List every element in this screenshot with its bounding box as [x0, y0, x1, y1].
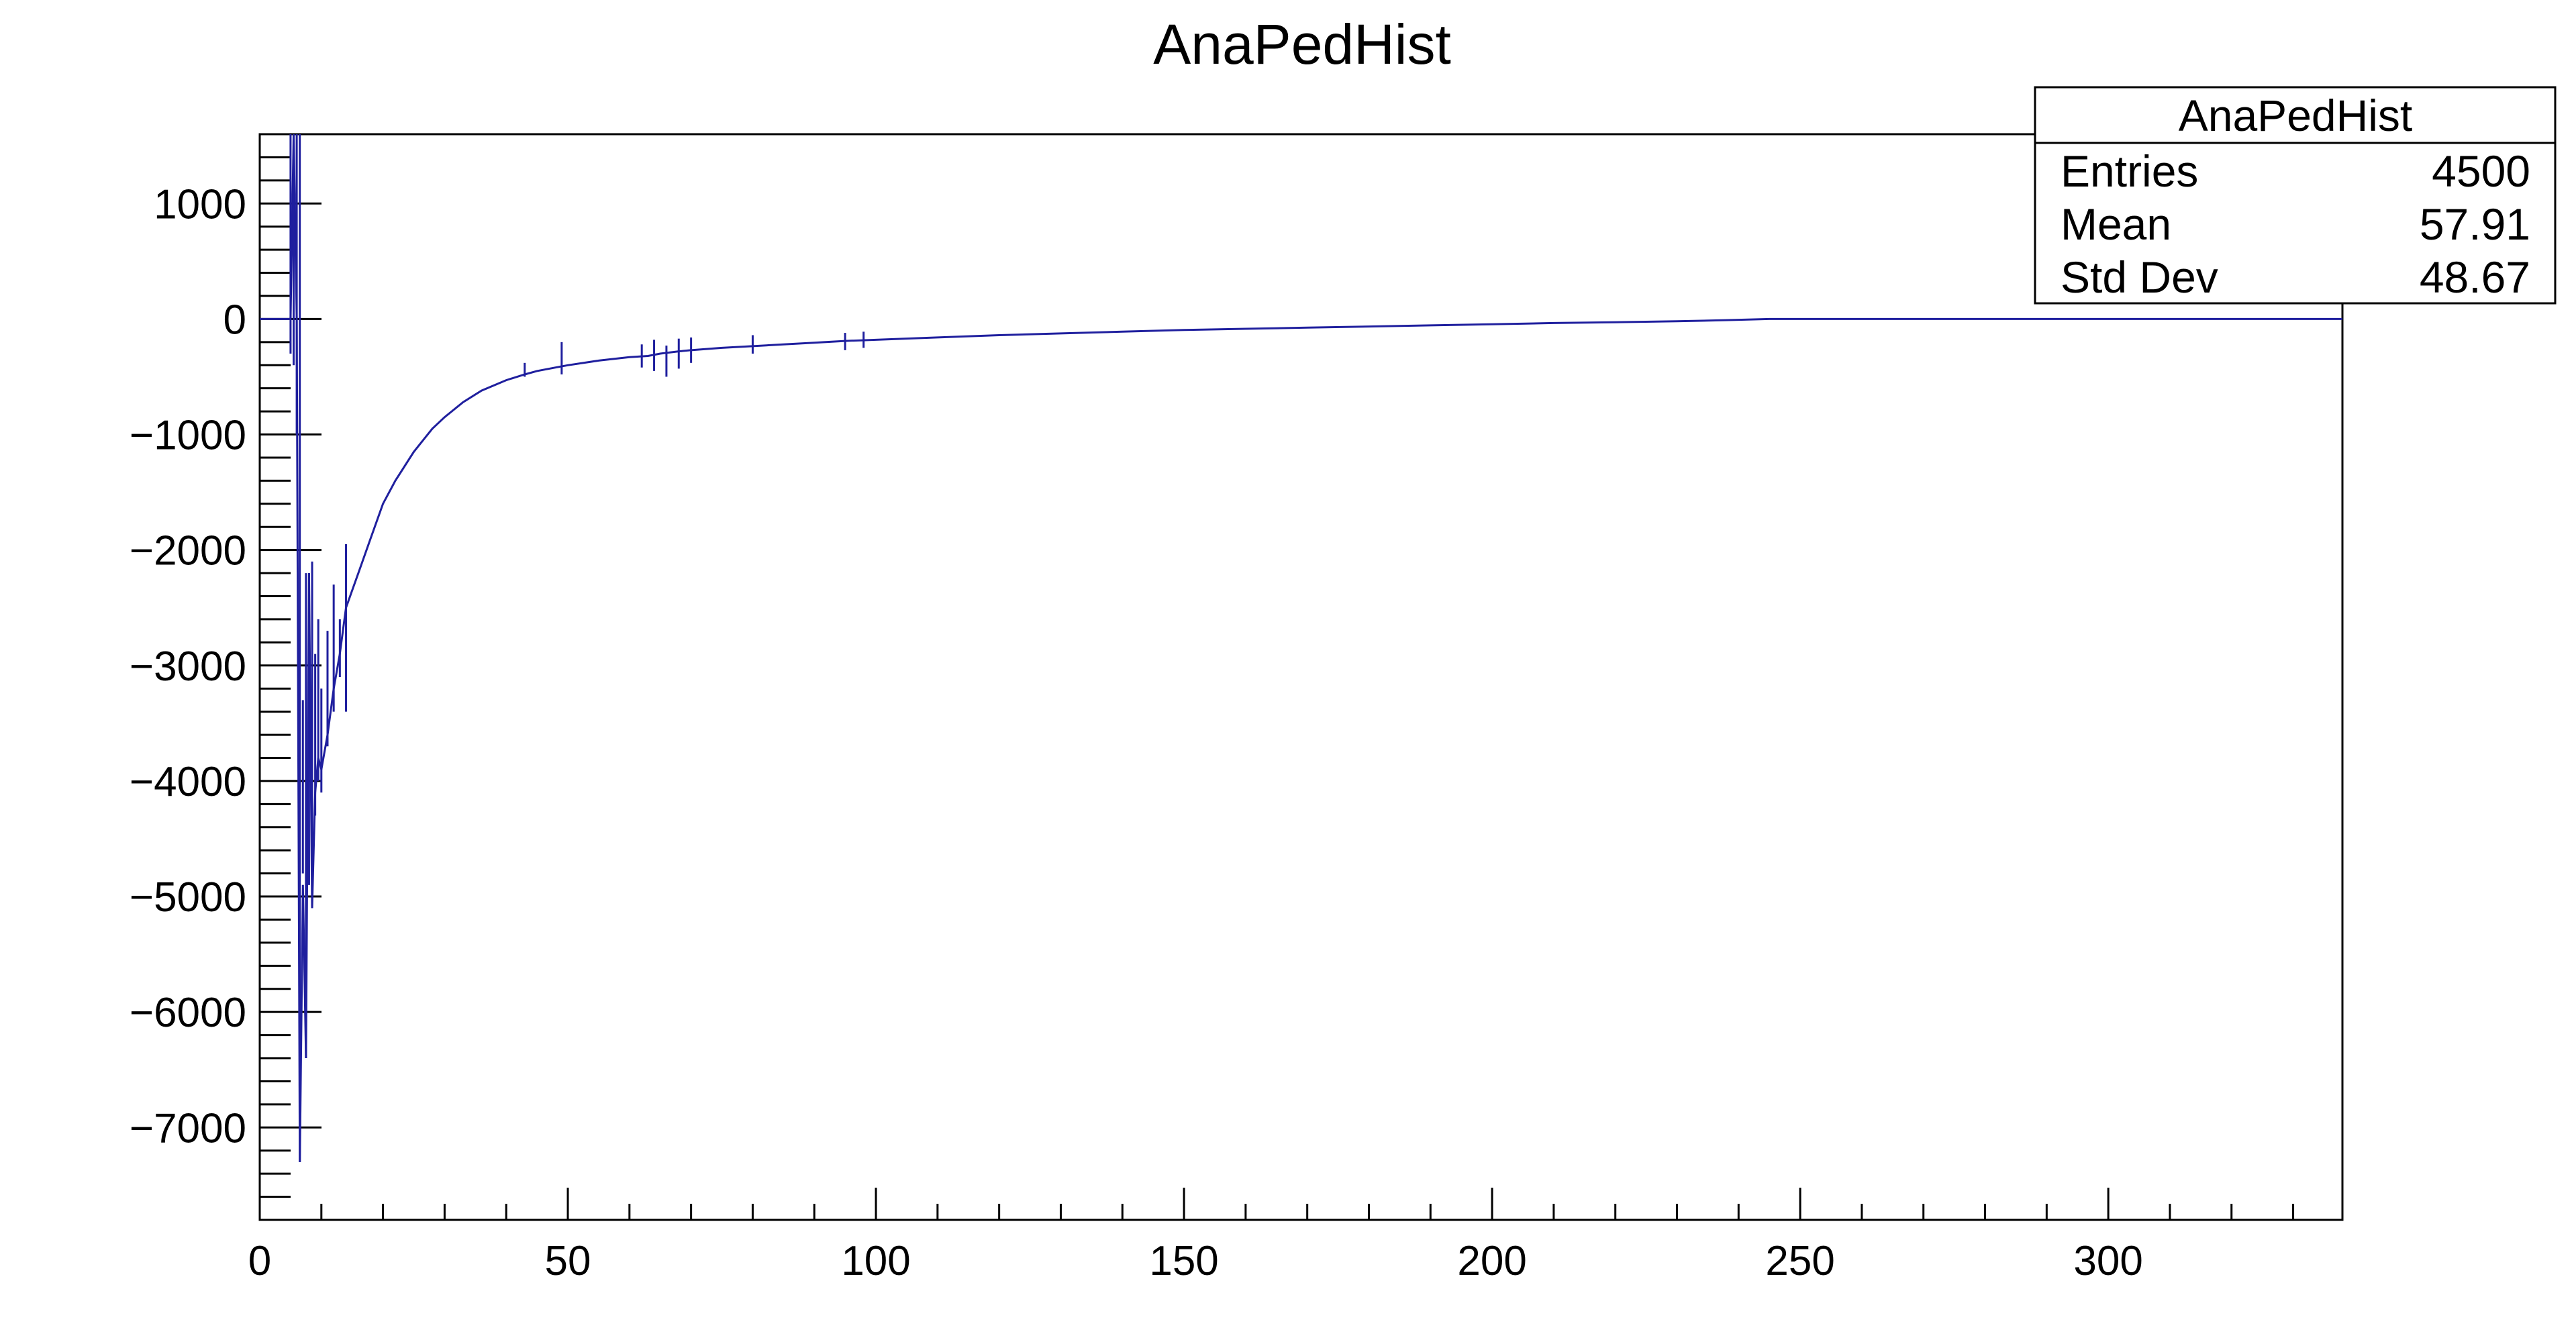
stats-mean-value: 57.91: [2420, 199, 2530, 249]
y-tick-label: −5000: [130, 874, 246, 921]
y-tick-label: −2000: [130, 528, 246, 574]
plot-area: 0 50 100 150 200 250 300 −7000 −6000 −5000 −4000 −3…: [130, 133, 2344, 1284]
stats-stddev-value: 48.67: [2420, 252, 2530, 302]
x-tick-label: 250: [1765, 1238, 1834, 1284]
chart-title: AnaPedHist: [1153, 13, 1451, 76]
y-tick-label: −1000: [130, 413, 246, 459]
y-tick-label: 0: [224, 297, 246, 343]
y-tick-label: −7000: [130, 1105, 246, 1151]
y-tick-label: −6000: [130, 990, 246, 1036]
stats-box-frame: [2034, 86, 2557, 305]
x-tick-label: 150: [1149, 1238, 1218, 1284]
stats-entries-value: 4500: [2432, 146, 2530, 196]
x-tick-label: 0: [248, 1238, 271, 1284]
x-tick-label: 300: [2073, 1238, 2142, 1284]
stats-entries-label: Entries: [2061, 146, 2198, 196]
x-tick-label: 50: [545, 1238, 591, 1284]
histogram-line: [260, 134, 2342, 1162]
stats-box: AnaPedHist Entries 4500 Mean 57.91 Std D…: [2034, 86, 2557, 305]
stats-stddev-label: Std Dev: [2061, 252, 2218, 302]
stats-title: AnaPedHist: [2179, 91, 2413, 140]
plot-frame: [258, 133, 2344, 1221]
y-tick-label: −4000: [130, 759, 246, 805]
y-tick-label: −3000: [130, 643, 246, 690]
x-tick-label: 100: [841, 1238, 910, 1284]
x-tick-label: 200: [1457, 1238, 1526, 1284]
stats-mean-label: Mean: [2061, 199, 2171, 249]
y-tick-label: 1000: [154, 181, 246, 227]
